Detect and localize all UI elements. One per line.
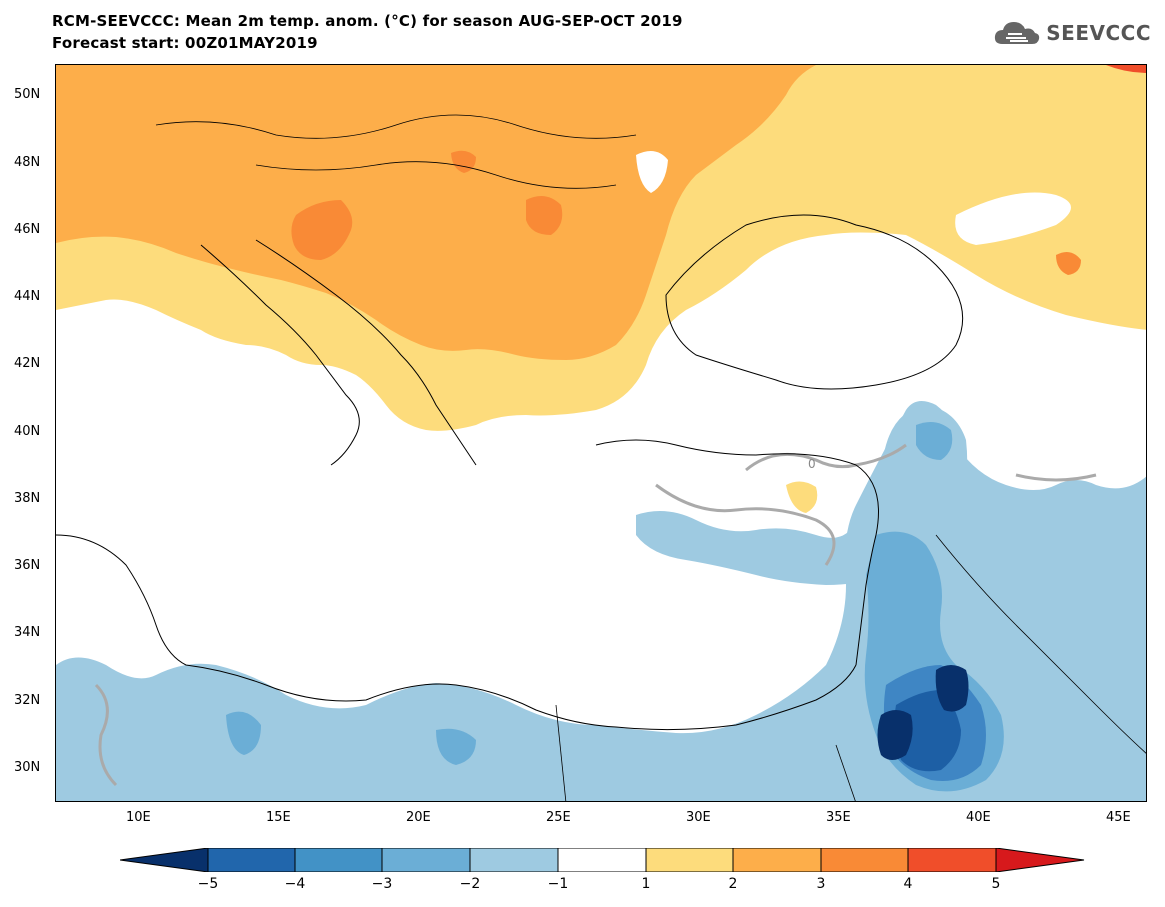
warm-region-2-3 xyxy=(56,65,816,360)
cool-region-2b xyxy=(916,421,953,460)
border-3 xyxy=(935,534,1146,754)
colorbar-seg-10 xyxy=(995,848,1085,872)
map-panel: 0 xyxy=(55,64,1147,802)
zero-contour-3 xyxy=(94,683,118,787)
lon-label-15e: 15E xyxy=(266,810,291,825)
cool-region-2d xyxy=(436,728,476,765)
logo-text: SEEVCCC xyxy=(1046,21,1151,45)
coastline-levant xyxy=(855,534,877,666)
colorbar-seg-6 xyxy=(645,848,734,872)
colorbar-label-m4: −4 xyxy=(284,876,306,892)
lat-label-38n: 38N xyxy=(14,491,41,506)
contour-label: 0 xyxy=(808,457,816,471)
lon-label-20e: 20E xyxy=(406,810,431,825)
lat-label-40n: 40N xyxy=(14,424,41,439)
colorbar-label-2: 2 xyxy=(728,876,738,892)
colorbar-seg-5 xyxy=(557,848,647,872)
colorbar-label-4: 4 xyxy=(903,876,913,892)
coastline-italy xyxy=(200,244,360,466)
border-5 xyxy=(555,704,567,801)
warm-region-3-4 xyxy=(291,200,353,260)
cloud-logo-icon xyxy=(995,22,1040,44)
colorbar-seg-7 xyxy=(732,848,822,872)
map-title: RCM-SEEVCCC: Mean 2m temp. anom. (°C) fo… xyxy=(52,12,683,30)
warm-region-3-4b xyxy=(526,196,563,235)
coastline-balkans xyxy=(255,239,477,466)
border-2 xyxy=(255,161,617,189)
lon-label-40e: 40E xyxy=(966,810,991,825)
neutral-gap xyxy=(955,192,1071,245)
lat-label-30n: 30N xyxy=(14,760,41,775)
colorbar-label-m2: −2 xyxy=(459,876,481,892)
cool-region-5b xyxy=(877,710,913,760)
warm-spot-red xyxy=(1106,65,1146,73)
colorbar-seg-9 xyxy=(907,848,997,872)
border-4 xyxy=(835,744,856,801)
lon-label-10e: 10E xyxy=(126,810,151,825)
colorbar xyxy=(120,848,1085,872)
colorbar-seg-0 xyxy=(120,848,209,872)
zero-contour-4 xyxy=(1015,473,1097,482)
seevccc-logo: SEEVCCC xyxy=(992,18,1151,48)
lon-label-45e: 45E xyxy=(1106,810,1131,825)
lat-label-32n: 32N xyxy=(14,693,41,708)
colorbar-seg-4 xyxy=(469,848,559,872)
anomaly-map: 0 xyxy=(56,65,1146,801)
coastline-africa xyxy=(56,534,857,731)
cool-region-4 xyxy=(894,690,961,772)
neutral-gap-2 xyxy=(636,151,668,193)
lon-label-30e: 30E xyxy=(686,810,711,825)
colorbar-seg-2 xyxy=(294,848,383,872)
colorbar-label-3: 3 xyxy=(816,876,826,892)
zero-contour-2 xyxy=(655,483,836,566)
lat-label-34n: 34N xyxy=(14,625,41,640)
cool-region-2c xyxy=(226,711,261,755)
forecast-start: Forecast start: 00Z01MAY2019 xyxy=(52,34,318,52)
lat-label-50n: 50N xyxy=(14,87,41,102)
warm-region-3-4d xyxy=(1056,251,1081,275)
zero-contour-1 xyxy=(745,443,907,472)
colorbar-label-1: 1 xyxy=(641,876,651,892)
colorbar-label-5: 5 xyxy=(991,876,1001,892)
cool-region-5 xyxy=(935,665,969,712)
lat-label-48n: 48N xyxy=(14,155,41,170)
lon-label-25e: 25E xyxy=(546,810,571,825)
warm-patch-turkey xyxy=(786,481,818,513)
colorbar-label-m5: −5 xyxy=(197,876,219,892)
colorbar-seg-3 xyxy=(381,848,471,872)
lat-label-46n: 46N xyxy=(14,222,41,237)
lon-label-35e: 35E xyxy=(826,810,851,825)
colorbar-label-m1: −1 xyxy=(547,876,569,892)
lat-label-44n: 44N xyxy=(14,289,41,304)
colorbar-label-m3: −3 xyxy=(371,876,393,892)
colorbar-seg-1 xyxy=(207,848,296,872)
colorbar-seg-8 xyxy=(820,848,909,872)
lat-label-36n: 36N xyxy=(14,558,41,573)
coastline-black-sea xyxy=(665,214,964,390)
coastline-turkey xyxy=(595,439,879,536)
lat-label-42n: 42N xyxy=(14,356,41,371)
border-1 xyxy=(155,114,637,139)
